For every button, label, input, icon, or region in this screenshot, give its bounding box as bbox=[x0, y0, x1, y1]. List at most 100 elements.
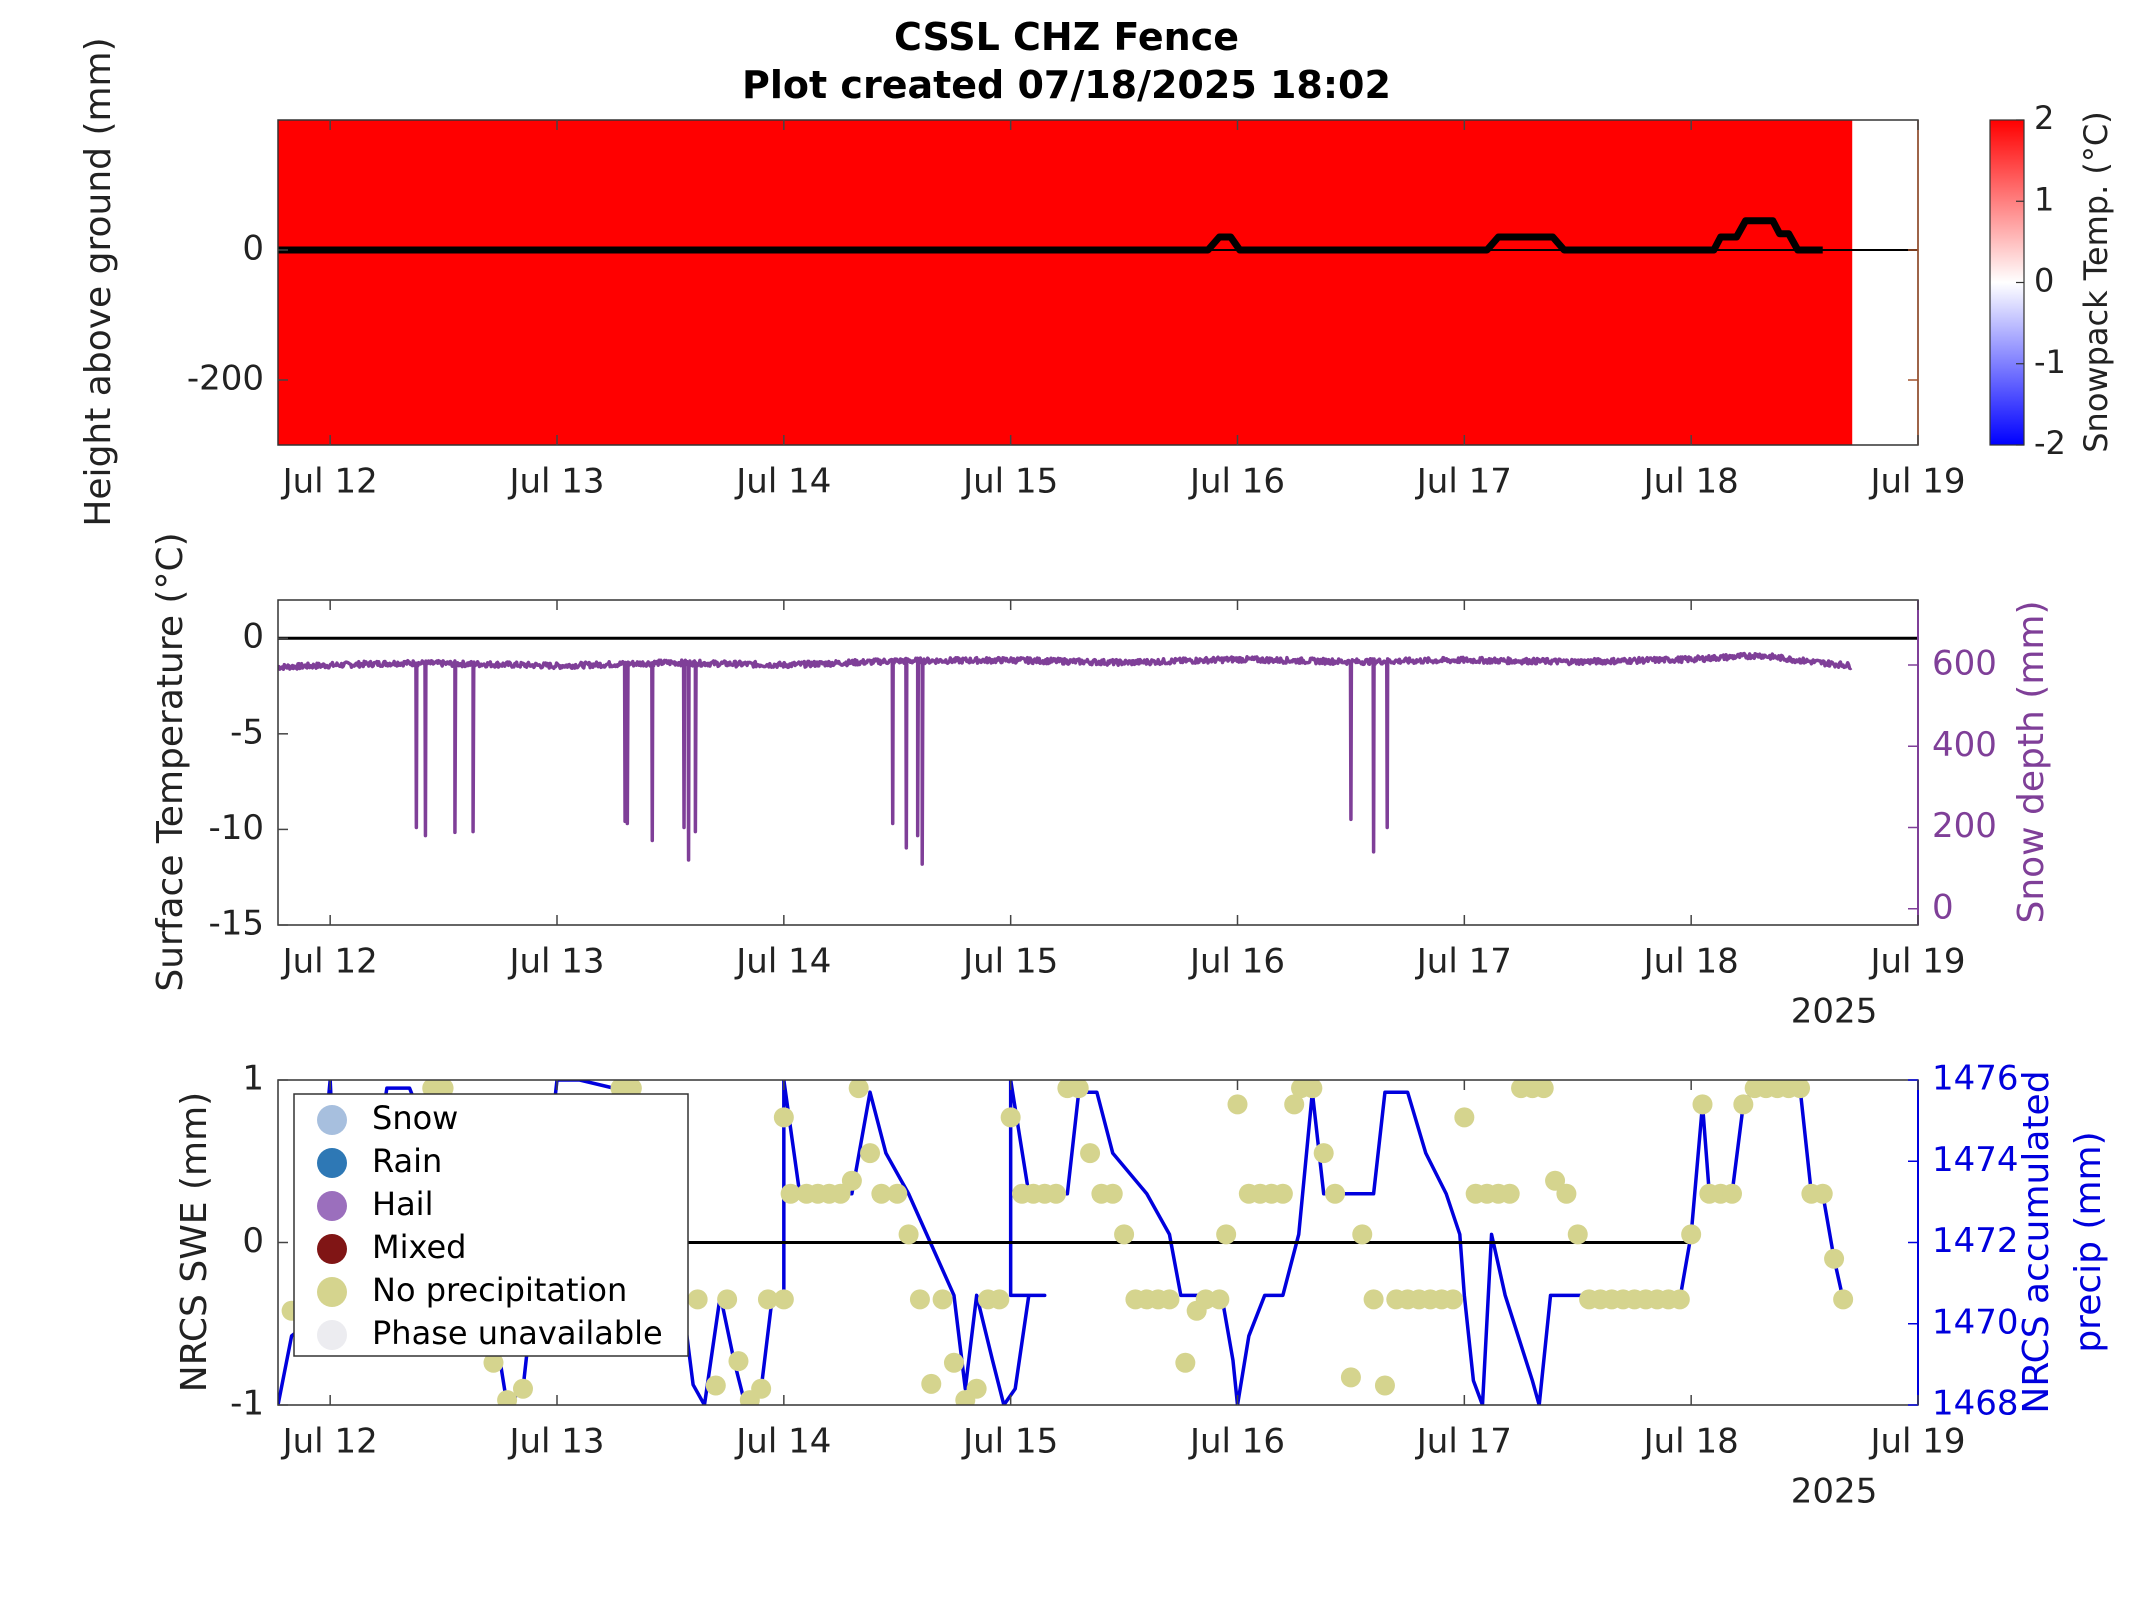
no-precip-point bbox=[1340, 1367, 1361, 1388]
no-precip-point bbox=[687, 1289, 708, 1310]
x-tick-label: Jul 18 bbox=[1642, 942, 1739, 982]
no-precip-point bbox=[860, 1143, 881, 1164]
x-tick-label: Jul 12 bbox=[281, 462, 378, 502]
no-precip-point bbox=[512, 1378, 533, 1399]
x-tick-label: Jul 12 bbox=[281, 942, 378, 982]
colorbar-label: Snowpack Temp. (°C) bbox=[2077, 111, 2115, 453]
no-precip-point bbox=[1114, 1224, 1135, 1245]
y2-tick-label: 600 bbox=[1932, 644, 1997, 684]
y-axis-label: Surface Temperature (°C) bbox=[150, 532, 191, 991]
x-tick-label: Jul 19 bbox=[1868, 462, 1965, 502]
y-tick-label: -15 bbox=[208, 904, 264, 944]
no-precip-point bbox=[1159, 1289, 1180, 1310]
no-precip-point bbox=[773, 1107, 794, 1128]
no-precip-point bbox=[921, 1373, 942, 1394]
y-tick-label: -10 bbox=[208, 808, 264, 848]
x-tick-label: Jul 18 bbox=[1642, 462, 1739, 502]
no-precip-point bbox=[1790, 1080, 1811, 1099]
y2-axis-label: Snow depth (mm) bbox=[2011, 600, 2052, 923]
no-precip-point bbox=[841, 1170, 862, 1191]
no-precip-point bbox=[1227, 1094, 1248, 1115]
no-precip-point bbox=[1352, 1224, 1373, 1245]
no-precip-point bbox=[1325, 1183, 1346, 1204]
snow-height-line bbox=[278, 217, 1823, 254]
no-precip-point bbox=[483, 1352, 504, 1373]
x-tick-label: Jul 16 bbox=[1188, 1422, 1285, 1462]
x-tick-label: Jul 15 bbox=[961, 942, 1058, 982]
colorbar-tick-label: 1 bbox=[2034, 180, 2054, 218]
y-tick-label: -200 bbox=[187, 359, 264, 399]
no-precip-point bbox=[1175, 1352, 1196, 1373]
no-precip-point bbox=[1824, 1248, 1845, 1269]
y2-tick-label: 200 bbox=[1932, 806, 1997, 846]
legend-marker bbox=[317, 1234, 347, 1264]
colorbar-tick-label: 0 bbox=[2034, 262, 2054, 300]
no-precip-point bbox=[966, 1378, 987, 1399]
x-tick-label: Jul 17 bbox=[1415, 1422, 1512, 1462]
x-tick-label: Jul 16 bbox=[1188, 942, 1285, 982]
x-tick-label: Jul 14 bbox=[734, 1422, 831, 1462]
no-precip-point bbox=[989, 1289, 1010, 1310]
x-tick-label: Jul 19 bbox=[1868, 1422, 1965, 1462]
x-tick-label: Jul 14 bbox=[734, 942, 831, 982]
no-precip-point bbox=[1545, 1170, 1566, 1191]
no-precip-point bbox=[705, 1375, 726, 1396]
y-axis-label: Height above ground (mm) bbox=[78, 37, 119, 526]
legend-label: Mixed bbox=[372, 1228, 466, 1266]
no-precip-point bbox=[1068, 1080, 1089, 1099]
no-precip-point bbox=[1692, 1094, 1713, 1115]
no-precip-point bbox=[1272, 1183, 1293, 1204]
y2-axis-label: NRCS accumulated bbox=[2016, 1070, 2057, 1413]
x-tick-label: Jul 15 bbox=[961, 1422, 1058, 1462]
no-precip-point bbox=[1812, 1183, 1833, 1204]
x-tick-label: Jul 19 bbox=[1868, 942, 1965, 982]
no-precip-point bbox=[1833, 1289, 1854, 1310]
x-tick-label: Jul 12 bbox=[281, 1422, 378, 1462]
no-precip-point bbox=[780, 1183, 801, 1204]
legend-box bbox=[293, 1093, 689, 1357]
no-precip-point bbox=[871, 1183, 892, 1204]
y2-tick-label: 1476 bbox=[1932, 1059, 2019, 1099]
no-precip-point bbox=[1363, 1289, 1384, 1310]
no-precip-point bbox=[909, 1289, 930, 1310]
y2-tick-label: 0 bbox=[1932, 887, 1954, 927]
no-precip-point bbox=[1733, 1094, 1754, 1115]
y2-tick-label: 400 bbox=[1932, 725, 1997, 765]
no-precip-point bbox=[497, 1390, 518, 1405]
no-precip-point bbox=[1216, 1224, 1237, 1245]
no-precip-point bbox=[830, 1183, 851, 1204]
x-tick-label: Jul 13 bbox=[507, 1422, 604, 1462]
no-precip-point bbox=[1374, 1375, 1395, 1396]
x-tick-label: Jul 18 bbox=[1642, 1422, 1739, 1462]
no-precip-point bbox=[1046, 1183, 1067, 1204]
y-tick-label: -1 bbox=[230, 1384, 264, 1424]
no-precip-point bbox=[1454, 1107, 1475, 1128]
legend-marker bbox=[317, 1148, 347, 1178]
nrcs-plot-area bbox=[278, 1080, 1854, 1405]
x-tick-label: Jul 17 bbox=[1415, 462, 1512, 502]
accumulated-precip-line bbox=[278, 1080, 1596, 1405]
no-precip-point bbox=[1556, 1183, 1577, 1204]
colorbar-tick-label: -2 bbox=[2034, 424, 2066, 462]
y2-tick-label: 1472 bbox=[1932, 1221, 2019, 1261]
x-tick-label: Jul 13 bbox=[507, 462, 604, 502]
snowpack-plot-area bbox=[278, 120, 1918, 445]
panel-frame bbox=[277, 599, 1919, 926]
y-tick-label: -5 bbox=[230, 712, 264, 752]
legend-label: Hail bbox=[372, 1185, 433, 1223]
x-year-label: 2025 bbox=[1791, 1472, 1878, 1512]
x-tick-label: Jul 14 bbox=[734, 462, 831, 502]
y2-tick-label: 1474 bbox=[1932, 1140, 2019, 1180]
no-precip-point bbox=[757, 1289, 778, 1310]
no-precip-point bbox=[1000, 1107, 1021, 1128]
legend-marker bbox=[317, 1277, 347, 1307]
no-precip-point bbox=[1442, 1289, 1463, 1310]
no-precip-point bbox=[848, 1080, 869, 1099]
legend-marker bbox=[317, 1105, 347, 1135]
legend-label: No precipitation bbox=[372, 1271, 627, 1309]
chart-subtitle: Plot created 07/18/2025 18:02 bbox=[742, 63, 1391, 107]
no-precip-point bbox=[887, 1183, 908, 1204]
y2-tick-label: 1468 bbox=[1932, 1384, 2019, 1424]
no-precip-point bbox=[1721, 1183, 1742, 1204]
